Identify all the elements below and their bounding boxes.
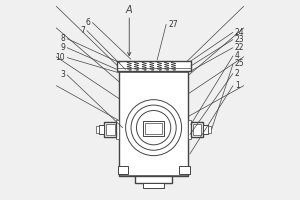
Bar [208, 126, 211, 133]
Bar [193, 124, 202, 135]
Bar [203, 125, 208, 134]
Text: 8: 8 [60, 34, 65, 43]
Text: 1: 1 [235, 81, 240, 90]
Bar [99, 125, 104, 134]
Bar [191, 122, 203, 137]
Text: 7: 7 [80, 26, 85, 35]
Bar [188, 120, 191, 139]
Text: 25: 25 [235, 59, 244, 68]
Text: 10: 10 [56, 53, 65, 62]
Text: A: A [126, 5, 133, 15]
Text: 2: 2 [235, 69, 240, 78]
Bar [143, 183, 164, 188]
Text: 23: 23 [235, 35, 244, 44]
Bar [179, 166, 190, 174]
Bar [96, 126, 99, 133]
Text: 24: 24 [235, 28, 244, 37]
Bar [119, 71, 188, 176]
Bar [106, 124, 115, 135]
Text: 3: 3 [60, 70, 65, 79]
Text: 6: 6 [85, 18, 90, 27]
Text: 9: 9 [60, 43, 65, 52]
Bar [117, 61, 190, 71]
Bar [135, 176, 172, 183]
Bar [143, 121, 164, 136]
Bar [104, 122, 116, 137]
Text: 4: 4 [235, 51, 240, 60]
Text: 22: 22 [235, 43, 244, 52]
Bar [116, 120, 119, 139]
Bar [146, 123, 162, 134]
Text: 27: 27 [168, 20, 178, 29]
Bar [118, 166, 128, 174]
